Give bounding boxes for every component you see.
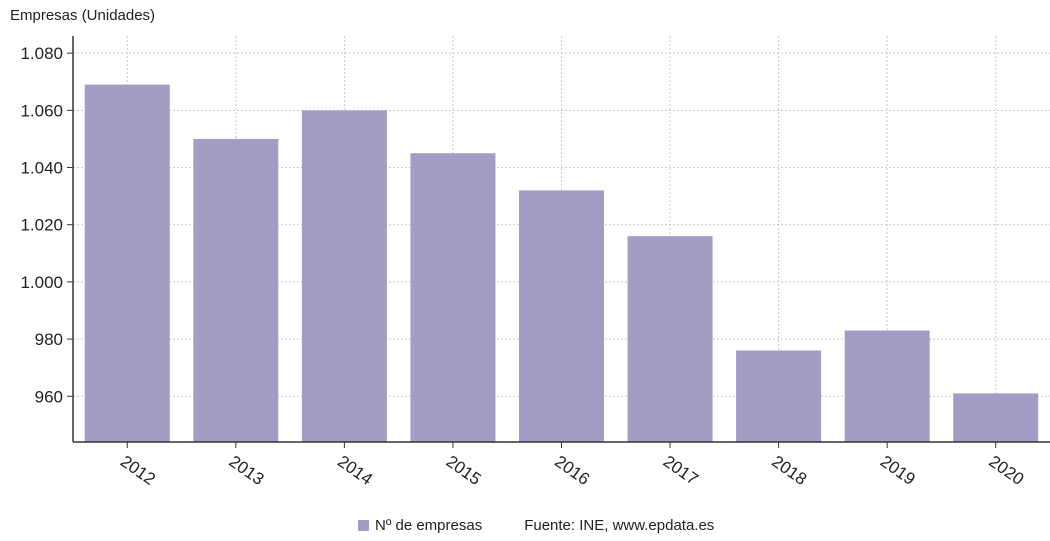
legend-swatch bbox=[358, 520, 369, 531]
x-tick-label: 2020 bbox=[985, 452, 1027, 489]
bar-2015 bbox=[410, 153, 496, 443]
bar-2014 bbox=[301, 110, 387, 443]
bar-2018 bbox=[736, 350, 822, 442]
x-tick-label: 2013 bbox=[226, 452, 268, 489]
y-tick-label: 1.080 bbox=[20, 44, 63, 63]
y-tick-label: 980 bbox=[35, 330, 63, 349]
x-tick-label: 2019 bbox=[877, 452, 919, 489]
x-tick-label: 2017 bbox=[660, 452, 702, 489]
bar-2019 bbox=[844, 330, 930, 442]
bar-2016 bbox=[519, 190, 604, 442]
x-tick-label: 2014 bbox=[334, 452, 376, 489]
y-tick-label: 1.020 bbox=[20, 216, 63, 235]
bar-2013 bbox=[193, 138, 279, 443]
source-note: Fuente: INE, www.epdata.es bbox=[524, 517, 715, 534]
legend: Nº de empresas Fuente: INE, www.epdata.e… bbox=[358, 517, 714, 534]
y-tick-label: 960 bbox=[35, 387, 63, 406]
y-axis-title: Empresas (Unidades) bbox=[10, 7, 156, 24]
bar-2012 bbox=[84, 84, 170, 442]
x-tick-label: 2012 bbox=[117, 452, 159, 489]
x-tick-label: 2018 bbox=[768, 452, 810, 489]
y-tick-label: 1.060 bbox=[20, 101, 63, 120]
y-tick-label: 1.000 bbox=[20, 273, 63, 292]
x-tick-label: 2015 bbox=[443, 452, 485, 489]
y-tick-label: 1.040 bbox=[20, 159, 63, 178]
x-tick-label: 2016 bbox=[551, 452, 593, 489]
bar-2020 bbox=[953, 393, 1039, 442]
legend-label: Nº de empresas bbox=[375, 517, 483, 534]
bar-2017 bbox=[627, 236, 713, 442]
